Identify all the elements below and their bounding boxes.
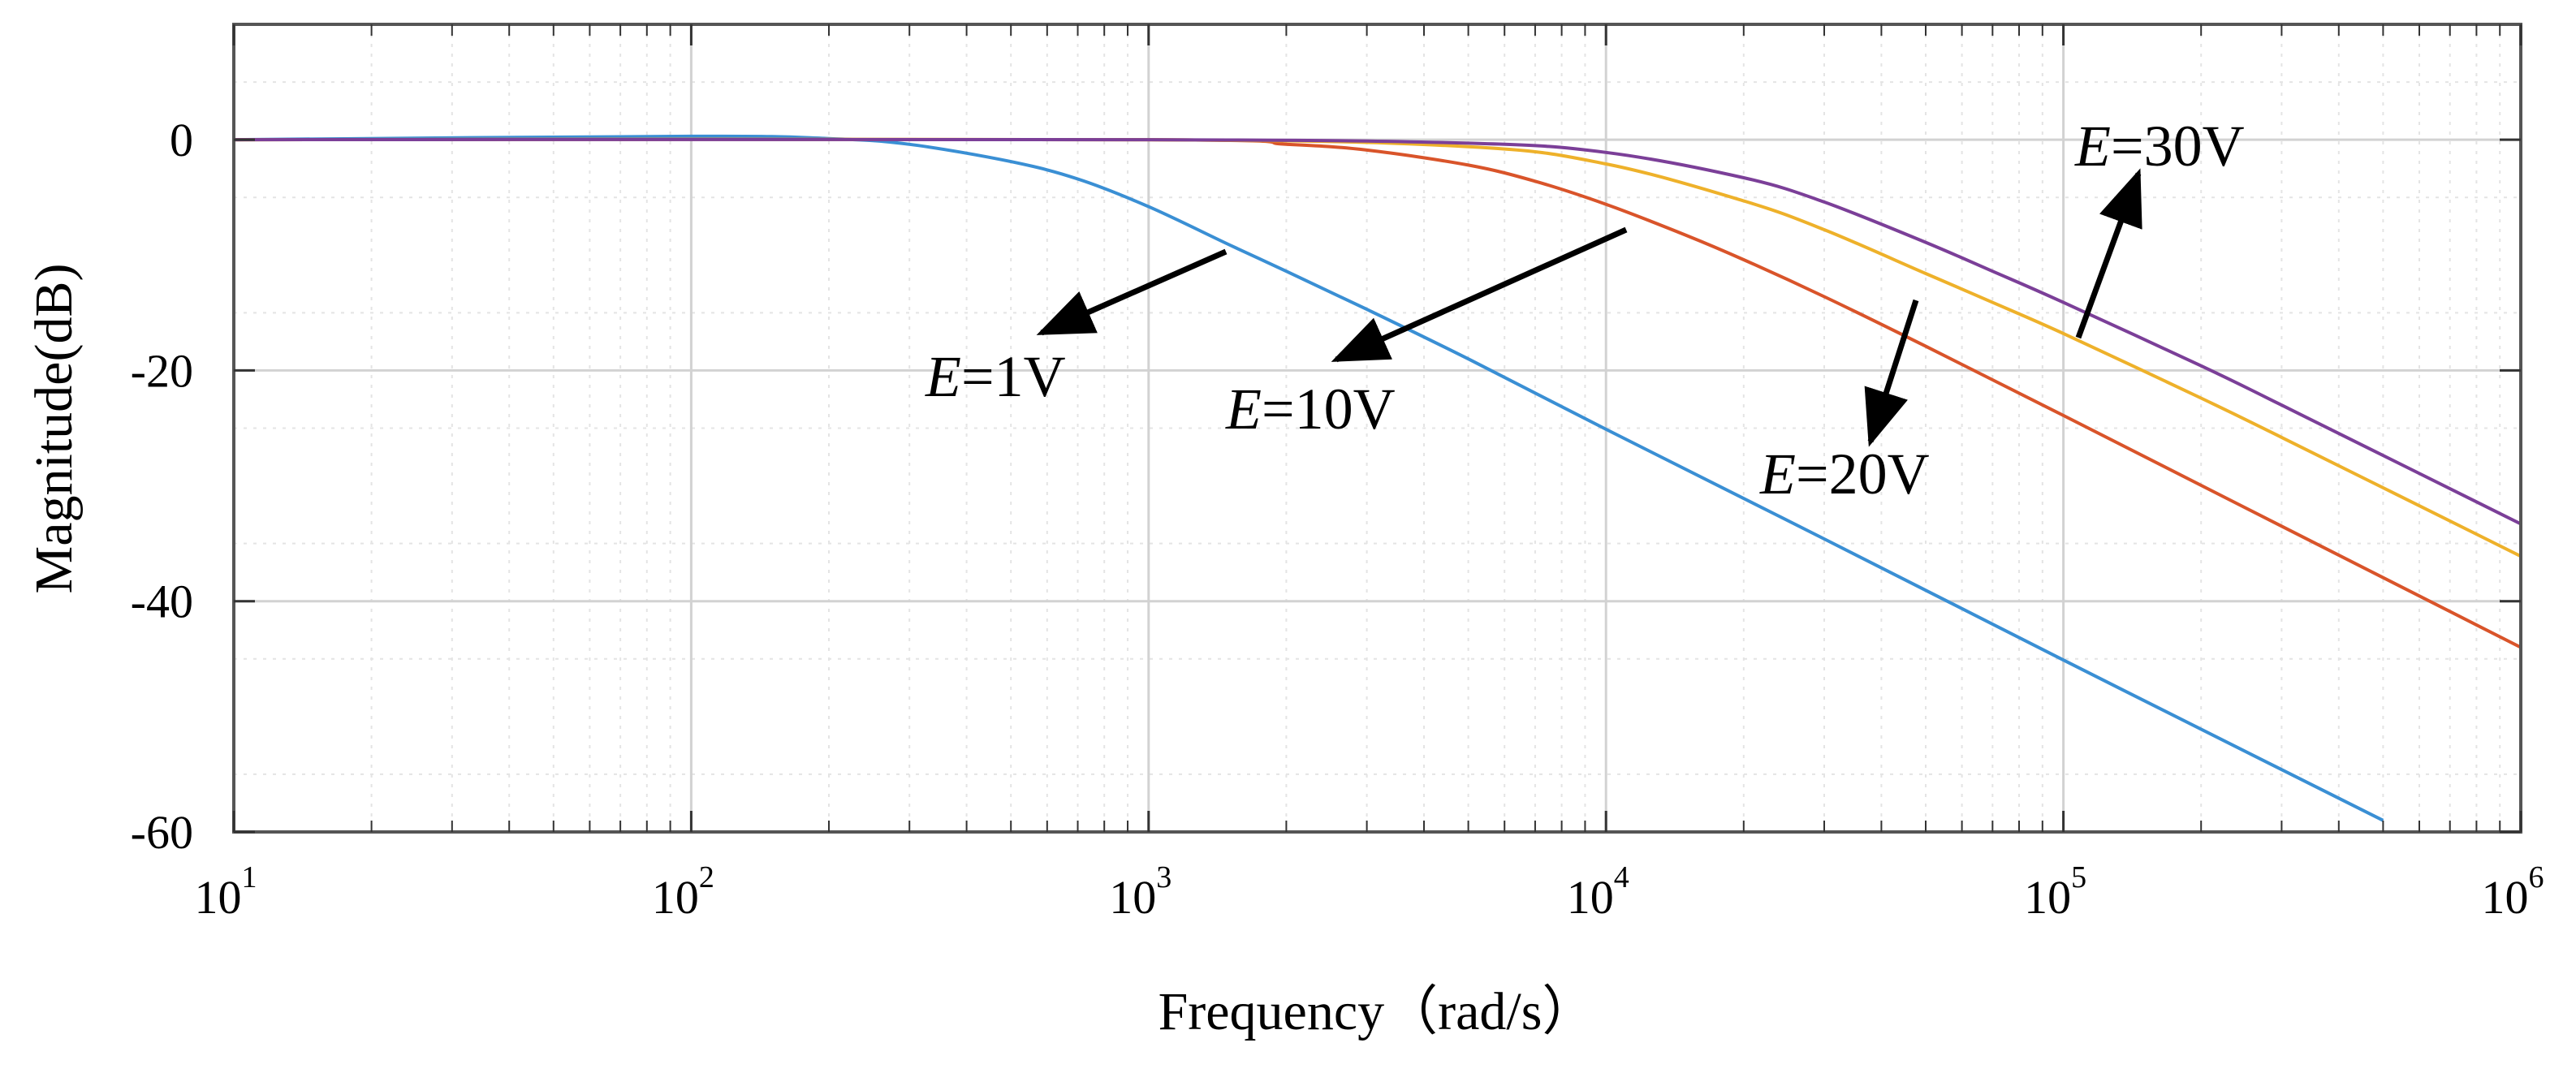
annotation-e1v-suffix: =1V [961, 344, 1066, 409]
minor-grid [234, 24, 2521, 832]
x-tick-exponent: 6 [2529, 860, 2544, 894]
x-tick-exponent: 2 [699, 860, 714, 894]
series-line-e30v [234, 137, 2521, 526]
annotation-arrow-e1v [1036, 248, 1228, 336]
x-tick-label: 106 [2482, 860, 2544, 924]
x-tick-label: 105 [2024, 860, 2086, 924]
x-tick-label: 102 [652, 860, 714, 924]
annotation-e30v-suffix: =30V [2111, 114, 2245, 179]
annotation-e10v-prefix: E [1225, 377, 1262, 442]
annotation-e20v-prefix: E [1759, 442, 1796, 506]
x-tick-exponent: 4 [1614, 860, 1629, 894]
axis-ticks [232, 24, 2522, 834]
annotation-e20v-suffix: =20V [1796, 442, 1930, 506]
annotation-e1v: E=1V [925, 344, 1066, 409]
y-tick-labels: 0 -20 -40 -60 [131, 114, 193, 859]
annotation-e30v: E=30V [2074, 114, 2245, 179]
x-tick-exponent: 1 [242, 860, 257, 894]
series-line-e1v [234, 134, 2384, 822]
series-group [234, 134, 2521, 822]
y-axis-title: Magnitude(dB) [24, 264, 84, 594]
x-tick-base: 10 [652, 871, 699, 924]
annotation-arrow-e20v [1864, 299, 1919, 447]
annotation-arrow-e30v [2075, 168, 2142, 339]
x-tick-labels: 101 102 103 104 105 106 [195, 860, 2544, 924]
x-tick-base: 10 [2482, 871, 2529, 924]
plot-frame [232, 23, 2522, 834]
y-tick-label: -40 [131, 575, 193, 628]
annotation-e10v: E=10V [1225, 377, 1396, 442]
annotation-e20v: E=20V [1759, 442, 1930, 506]
plot-border [232, 23, 2522, 834]
x-tick-label: 101 [195, 860, 257, 924]
x-tick-base: 10 [2024, 871, 2071, 924]
x-tick-label: 104 [1567, 860, 1629, 924]
series-line-e20v [234, 137, 2521, 558]
y-tick-label: -60 [131, 806, 193, 859]
x-tick-exponent: 5 [2071, 860, 2086, 894]
annotation-e10v-suffix: =10V [1262, 377, 1396, 442]
x-tick-label: 103 [1109, 860, 1171, 924]
annotation-e30v-prefix: E [2074, 114, 2111, 179]
x-tick-base: 10 [195, 871, 242, 924]
x-axis-title: Frequency（rad/s） [1159, 982, 1596, 1041]
annotation-e1v-prefix: E [925, 344, 961, 409]
y-tick-label: 0 [170, 114, 193, 166]
annotation-arrow-e10v [1331, 226, 1628, 363]
x-tick-base: 10 [1109, 871, 1156, 924]
y-tick-label: -20 [131, 344, 193, 397]
x-tick-base: 10 [1567, 871, 1614, 924]
x-tick-exponent: 3 [1156, 860, 1171, 894]
